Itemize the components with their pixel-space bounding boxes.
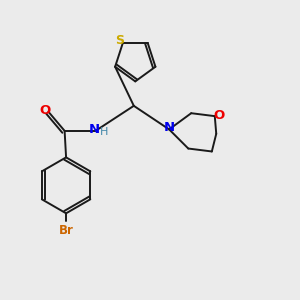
Text: H: H xyxy=(100,127,108,137)
Text: Br: Br xyxy=(58,224,74,238)
Text: S: S xyxy=(116,34,124,47)
Text: O: O xyxy=(39,104,50,117)
Text: N: N xyxy=(89,124,100,136)
Text: N: N xyxy=(164,122,175,134)
Text: O: O xyxy=(214,109,225,122)
